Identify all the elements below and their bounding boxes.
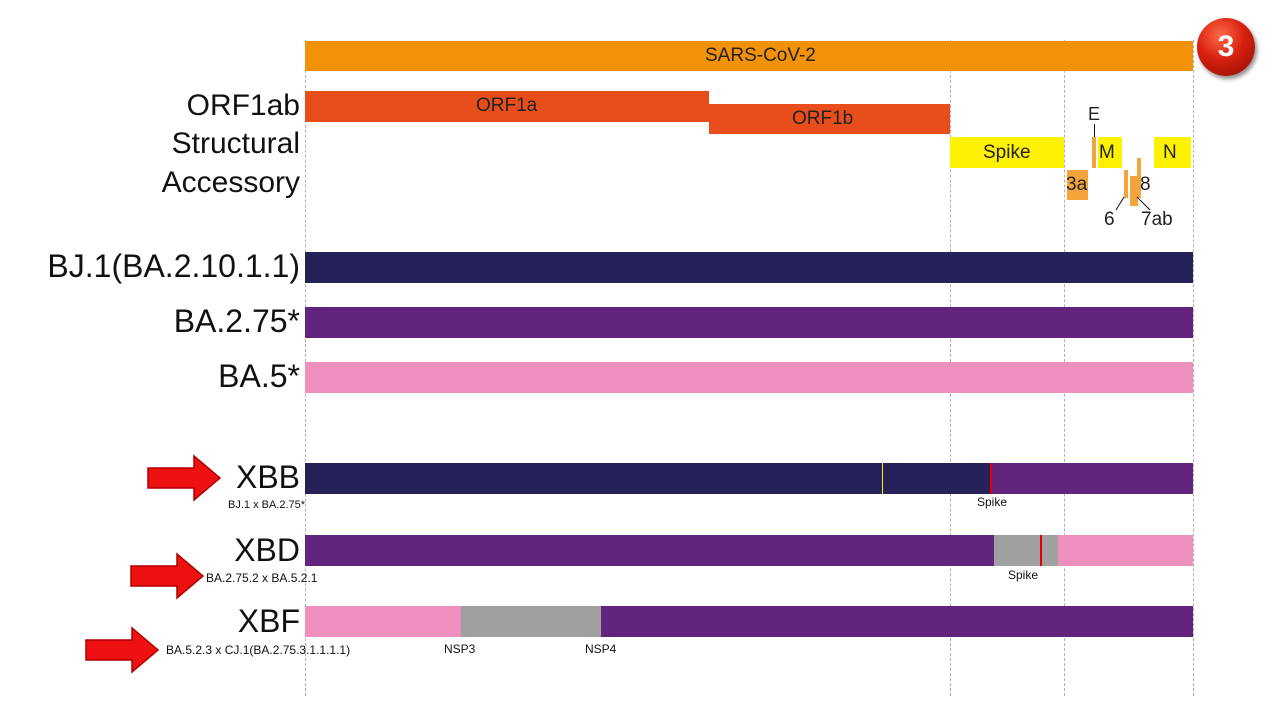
xbd-parents: BA.2.75.2 x BA.5.2.1 [206, 571, 318, 585]
bj1-bar [305, 252, 1193, 283]
orf1b-label: ORF1b [792, 108, 854, 129]
xbd-uncertain-segment [994, 535, 1058, 566]
sars-cov-2-label: SARS-CoV-2 [705, 45, 816, 66]
m-gene-label: M [1099, 142, 1115, 163]
ba5-label: BA.5* [218, 358, 300, 394]
orf8-label: 8 [1140, 174, 1151, 195]
xbd-ba275-segment [305, 535, 994, 566]
bj1-label: BJ.1(BA.2.10.1.1) [47, 248, 300, 284]
m-gene-bar [1098, 137, 1122, 168]
e-gene-line [1094, 124, 1095, 137]
accessory-row-label: Accessory [161, 166, 300, 199]
xbd-arrow-icon [130, 552, 205, 600]
xbf-parents: BA.5.2.3 x CJ.1(BA.2.75.3.1.1.1.1) [166, 643, 351, 657]
xbf-nsp3-label: NSP3 [444, 642, 476, 656]
ba275-label: BA.2.75* [173, 303, 300, 339]
ba275-bar [305, 307, 1193, 338]
xbb-parents: BJ.1 x BA.2.75* [228, 499, 306, 511]
orf1b-bar [709, 104, 950, 134]
xbb-bj1-segment [305, 463, 992, 494]
orf7ab-label: 7ab [1141, 209, 1173, 230]
e-gene-label: E [1088, 104, 1101, 124]
xbf-ba5-segment [305, 606, 461, 637]
sars-cov-2-bar [305, 41, 1193, 71]
xbd-spike-label: Spike [1008, 568, 1039, 582]
xbb-ba275-segment [992, 463, 1193, 494]
orf3a-label: 3a [1066, 174, 1088, 195]
xbd-ba5-segment [1058, 535, 1193, 566]
orf8-bar [1137, 158, 1141, 198]
xbb-spike-label: Spike [977, 495, 1008, 509]
orf3a-bar [1067, 170, 1088, 200]
xbf-label: XBF [237, 603, 300, 639]
orf6-label: 6 [1104, 209, 1115, 230]
xbb-label: XBB [235, 459, 300, 495]
spike-bar [950, 137, 1064, 168]
spike-label: Spike [983, 142, 1031, 163]
ba5-bar [305, 362, 1193, 393]
xbf-uncertain-segment [461, 606, 601, 637]
xbf-nsp4-label: NSP4 [585, 642, 617, 656]
orf1ab-row-label: ORF1ab [186, 89, 300, 122]
orf6-bar [1124, 170, 1128, 198]
xbb-arrow-icon [147, 454, 222, 502]
xbf-cj1-segment [601, 606, 1193, 637]
guide-line-end [1193, 40, 1194, 696]
step-badge: 3 [1197, 18, 1255, 76]
orf1a-label: ORF1a [476, 95, 538, 116]
n-gene-bar [1154, 137, 1191, 168]
xbf-arrow-icon [85, 626, 160, 674]
xbd-marker-red [1040, 535, 1042, 566]
xbb-marker-yellow [882, 463, 883, 494]
orf7ab-bar [1130, 176, 1138, 206]
xbd-label: XBD [234, 532, 300, 568]
orf1a-bar [305, 91, 709, 122]
xbb-marker-red [990, 463, 992, 494]
structural-row-label: Structural [171, 127, 300, 160]
n-gene-label: N [1163, 142, 1177, 163]
e-gene-bar [1092, 137, 1096, 168]
